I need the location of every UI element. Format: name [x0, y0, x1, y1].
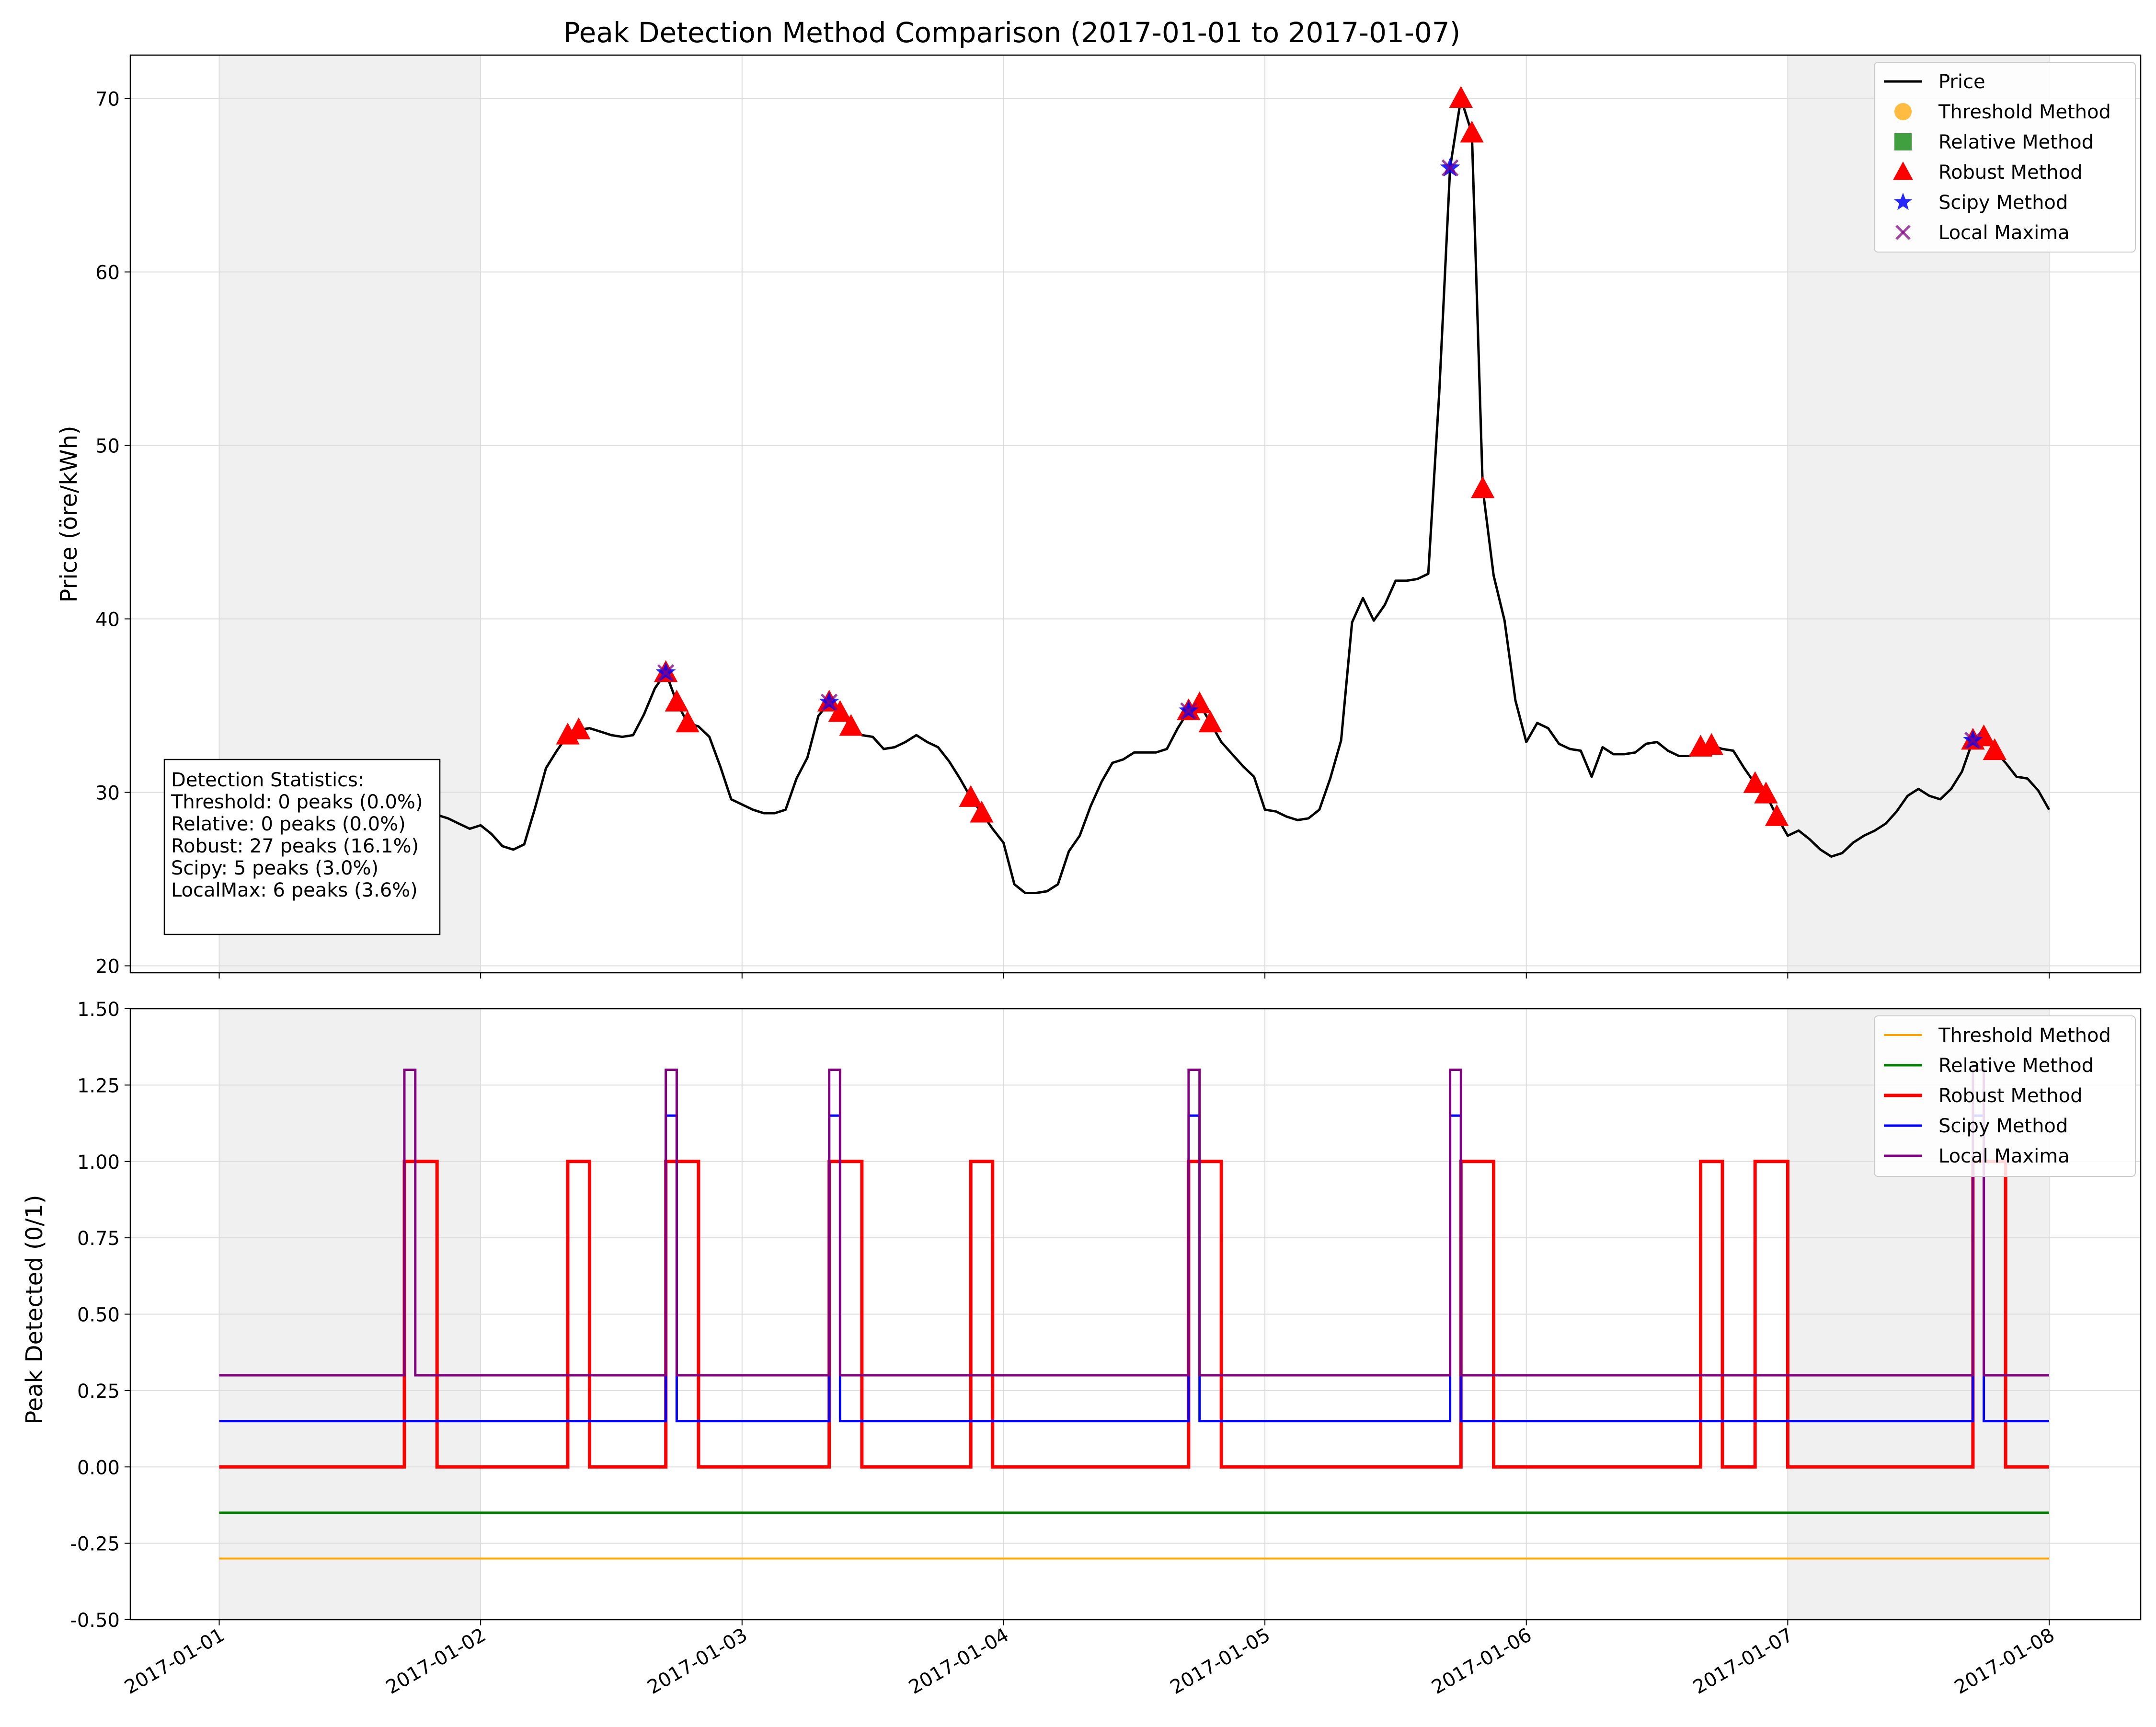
top-legend-label: Robust Method [1938, 161, 2082, 184]
robust-peak-marker [1460, 120, 1484, 143]
bottom-legend-box [1874, 1015, 2136, 1177]
legend-robust-swatch [1893, 161, 1913, 180]
robust-peak-marker [1743, 771, 1767, 793]
robust-peak-marker [1471, 476, 1495, 498]
local-max-marker [1180, 702, 1197, 720]
top-y-tick-label: 40 [95, 609, 120, 631]
robust-peak-marker [1449, 86, 1473, 108]
bottom-y-tick-label: -0.25 [70, 1533, 120, 1555]
local-max-marker [657, 664, 675, 681]
local-max-marker-stroke-b [1964, 732, 1982, 749]
detection-panel: -0.50-0.250.000.250.500.751.001.251.5020… [70, 999, 2142, 1699]
chart-title: Peak Detection Method Comparison (2017-0… [563, 16, 1461, 49]
stats-box-line: Threshold: 0 peaks (0.0%) [171, 791, 423, 813]
robust-method-step-line [219, 1160, 2049, 1469]
robust-peak-marker [828, 700, 852, 722]
legend-scipy-swatch [1894, 193, 1912, 210]
stats-box-line: Robust: 27 peaks (16.1%) [171, 835, 419, 857]
stats-box-title: Detection Statistics: [171, 769, 364, 791]
robust-peak-marker [1754, 782, 1778, 804]
bottom-axes-frame [129, 1008, 2142, 1621]
local-max-marker [1441, 159, 1459, 177]
local-max-marker-stroke-b [657, 664, 675, 681]
legend-local-max-swatch [1895, 225, 1911, 240]
bottom-y-tick-label: 0.25 [77, 1381, 120, 1403]
bottom-legend-label: Robust Method [1938, 1085, 2082, 1107]
local-max-marker [1964, 732, 1982, 749]
stats-box-line: Relative: 0 peaks (0.0%) [171, 813, 406, 835]
top-y-tick-label: 60 [95, 262, 120, 284]
top-legend-label: Price [1938, 71, 1985, 93]
top-y-axis-label: Price (öre/kWh) [56, 426, 82, 602]
top-legend-label: Threshold Method [1938, 101, 2111, 123]
local-max-marker [820, 693, 838, 711]
local-max-marker-stroke-b [820, 693, 838, 711]
bottom-legend-label: Local Maxima [1938, 1145, 2070, 1167]
stats-box [163, 759, 441, 935]
scipy-method-step-line [219, 1114, 2049, 1423]
bottom-y-tick-label: 1.00 [77, 1151, 120, 1174]
price-line [219, 97, 2051, 931]
top-y-tick-label: 20 [95, 956, 120, 978]
robust-peak-marker [1699, 733, 1723, 755]
local-max-marker-stroke-b [1180, 702, 1197, 720]
top-legend-box [1874, 62, 2136, 253]
robust-peak-marker [1765, 804, 1789, 826]
bottom-legend-label: Relative Method [1938, 1055, 2094, 1077]
top-y-tick-label: 70 [95, 89, 120, 111]
robust-peak-marker [1198, 710, 1223, 733]
robust-peak-marker [970, 801, 994, 823]
robust-peak-marker [839, 714, 863, 736]
stats-box-line: Scipy: 5 peaks (3.0%) [171, 857, 378, 879]
robust-peak-marker [567, 717, 591, 739]
top-y-tick-label: 50 [95, 436, 120, 458]
top-legend-label: Relative Method [1938, 131, 2094, 153]
legend-local-max-swatch-stroke-b [1895, 225, 1911, 240]
robust-peak-marker [665, 690, 689, 712]
robust-peak-marker [1983, 738, 2007, 760]
bottom-y-tick-label: 0.50 [77, 1304, 120, 1326]
top-y-tick-label: 30 [95, 783, 120, 805]
stats-box-line: LocalMax: 6 peaks (3.6%) [171, 879, 418, 901]
bottom-y-tick-label: -0.50 [70, 1610, 120, 1632]
bottom-legend-label: Scipy Method [1938, 1115, 2068, 1137]
bottom-y-axis-label: Peak Detected (0/1) [21, 1195, 48, 1424]
robust-peak-marker [676, 710, 700, 733]
local-maxima-step-line [219, 1069, 2049, 1377]
legend-threshold-swatch [1894, 103, 1912, 120]
legend-relative-swatch [1894, 133, 1912, 150]
bottom-y-tick-label: 1.25 [77, 1075, 120, 1097]
local-max-marker-stroke-b [1441, 159, 1459, 177]
top-legend-label: Local Maxima [1938, 222, 2070, 244]
top-axes-frame [129, 54, 2142, 974]
bottom-y-tick-label: 0.75 [77, 1228, 120, 1250]
top-legend-label: Scipy Method [1938, 192, 2068, 214]
bottom-y-tick-label: 1.50 [77, 999, 120, 1021]
bottom-y-tick-label: 0.00 [77, 1457, 120, 1479]
robust-peak-marker [959, 785, 983, 807]
bottom-legend-label: Threshold Method [1938, 1025, 2111, 1047]
